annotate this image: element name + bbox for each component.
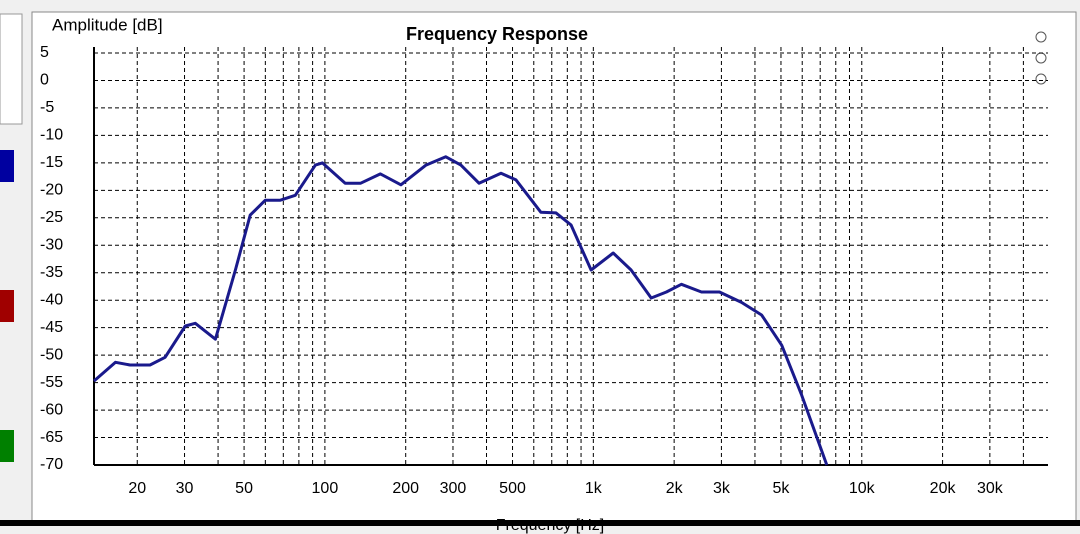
x-tick-label: 2k (666, 480, 684, 497)
x-tick-label: 3k (713, 480, 731, 497)
y-tick-label: 5 (40, 44, 49, 61)
y-tick-label: -30 (40, 236, 63, 253)
y-tick-label: -20 (40, 182, 63, 199)
x-tick-label: 200 (392, 480, 419, 497)
option-radio[interactable] (1035, 73, 1047, 85)
x-tick-label: 300 (440, 480, 467, 497)
y-tick-label: 0 (40, 72, 49, 89)
x-tick-label: 10k (849, 480, 876, 497)
y-tick-label: -5 (40, 99, 54, 116)
swatch-red (0, 290, 14, 322)
x-tick-label: 30k (977, 480, 1004, 497)
x-tick-label: 20k (930, 480, 957, 497)
plot: 50-5-10-15-20-25-30-35-40-45-50-55-60-65… (40, 44, 1048, 497)
y-tick-label: -65 (40, 429, 63, 446)
y-tick-label: -70 (40, 456, 63, 473)
x-tick-label: 20 (128, 480, 146, 497)
y-tick-label: -55 (40, 374, 63, 391)
y-tick-label: -25 (40, 209, 63, 226)
y-tick-label: -35 (40, 264, 63, 281)
swatch-green (0, 430, 14, 462)
y-tick-label: -10 (40, 127, 63, 144)
y-tick-label: -60 (40, 401, 63, 418)
y-tick-label: -15 (40, 154, 63, 171)
x-tick-label: 5k (773, 480, 791, 497)
side-panel (0, 13, 23, 125)
response-curve (93, 155, 829, 466)
x-tick-label: 30 (176, 480, 194, 497)
option-radio[interactable] (1035, 31, 1047, 43)
y-axis-label: Amplitude [dB] (52, 15, 163, 34)
x-tick-label: 50 (235, 480, 253, 497)
x-tick-label: 100 (312, 480, 339, 497)
y-tick-label: -45 (40, 319, 63, 336)
swatch-blue (0, 150, 14, 182)
y-tick-label: -40 (40, 291, 63, 308)
bottom-bar (0, 520, 1080, 526)
x-tick-label: 500 (499, 480, 526, 497)
chart-panel (31, 11, 1077, 525)
chart-title: Frequency Response (406, 24, 588, 44)
y-tick-label: -50 (40, 346, 63, 363)
option-radio[interactable] (1035, 52, 1047, 64)
x-tick-label: 1k (585, 480, 603, 497)
